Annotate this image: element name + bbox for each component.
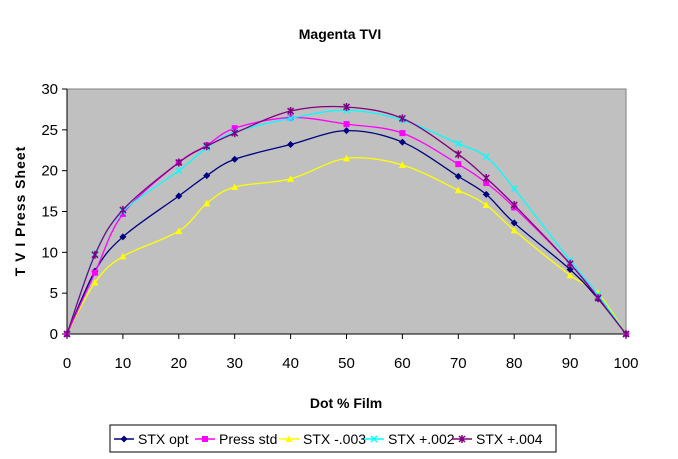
data-point: [398, 161, 406, 168]
data-point: [342, 102, 351, 111]
legend-item: STX +.002: [364, 431, 455, 447]
x-tick-label: 50: [338, 355, 355, 372]
legend-item: STX +.004: [452, 431, 543, 447]
data-point: [231, 155, 239, 163]
data-point: [231, 129, 239, 138]
y-tick-label: 15: [41, 204, 58, 221]
legend-marker: [202, 436, 208, 442]
data-point: [119, 205, 127, 214]
data-point: [566, 265, 574, 273]
data-point: [454, 186, 462, 194]
legend-label: STX +.002: [388, 431, 455, 447]
y-axis-label: T V I Press Sheet: [12, 146, 28, 277]
data-point: [287, 175, 295, 182]
y-tick-label: 0: [50, 326, 58, 343]
x-tick-label: 90: [562, 355, 579, 372]
legend-marker: [458, 435, 466, 443]
x-tick-label: 80: [506, 355, 523, 372]
y-tick-label: 30: [41, 81, 58, 98]
y-tick-label: 25: [41, 122, 58, 139]
legend-item: STX -.003: [279, 431, 366, 447]
data-point: [622, 330, 630, 338]
x-tick-label: 30: [226, 355, 243, 372]
data-point: [482, 201, 490, 208]
data-point: [483, 179, 490, 186]
data-point: [454, 172, 462, 180]
data-point: [482, 153, 490, 161]
legend-item: STX opt: [114, 431, 189, 447]
legend-label: STX +.004: [476, 431, 543, 447]
data-point: [203, 142, 211, 151]
data-point: [343, 121, 350, 128]
data-point: [454, 140, 462, 148]
data-point: [119, 252, 127, 260]
data-point: [455, 161, 462, 168]
data-point: [119, 210, 126, 217]
data-point: [454, 150, 462, 159]
legend-label: STX opt: [138, 431, 189, 447]
x-tick-label: 70: [450, 355, 467, 372]
x-tick-label: 60: [394, 355, 411, 372]
y-tick-label: 20: [41, 163, 58, 180]
data-point: [203, 172, 211, 180]
data-point: [594, 294, 602, 303]
axes: 0 5 10 15 20 25 30 0 10 20 30 40 50 60 70 80 90 100: [41, 81, 638, 372]
data-point: [399, 130, 406, 137]
data-point: [63, 330, 71, 338]
y-tick-label: 10: [41, 244, 58, 261]
series-layer: [63, 102, 630, 338]
data-point: [566, 271, 574, 279]
data-point: [287, 141, 295, 149]
legend-item: Press std: [195, 431, 277, 447]
legend-box: [109, 424, 557, 453]
data-point: [231, 125, 238, 132]
data-point: [175, 158, 183, 167]
data-point: [287, 114, 295, 122]
data-point: [175, 167, 183, 175]
legend-marker: [120, 435, 128, 443]
x-tick-label: 100: [613, 355, 638, 372]
x-tick-label: 10: [115, 355, 132, 372]
legend: STX opt Press std STX -.003 STX +.002 STX +.…: [114, 431, 543, 447]
data-point: [510, 185, 518, 193]
data-point: [91, 269, 98, 276]
data-point: [398, 114, 406, 123]
chart-title: Magenta TVI: [299, 26, 381, 42]
x-tick-label: 40: [282, 355, 299, 372]
data-point: [203, 199, 211, 207]
data-point: [287, 107, 295, 116]
data-point: [343, 154, 350, 162]
data-point: [510, 226, 518, 234]
data-point: [91, 250, 99, 259]
data-point: [510, 200, 518, 209]
data-point: [510, 219, 518, 227]
data-point: [175, 227, 183, 235]
data-point: [91, 279, 99, 286]
legend-marker: [370, 435, 378, 443]
data-point: [343, 127, 350, 135]
y-tick-label: 5: [50, 285, 58, 302]
legend-label: Press std: [219, 431, 277, 447]
series-stx-004: [63, 102, 630, 338]
data-point: [566, 259, 574, 268]
data-point: [398, 138, 406, 146]
data-point: [482, 190, 490, 198]
data-point: [119, 233, 127, 241]
data-point: [175, 192, 183, 200]
legend-label: STX -.003: [303, 431, 366, 447]
x-tick-label: 0: [63, 355, 71, 372]
data-point: [482, 174, 490, 183]
x-tick-label: 20: [170, 355, 187, 372]
x-axis-label: Dot % Film: [310, 395, 382, 411]
data-point: [231, 183, 239, 190]
legend-marker: [285, 435, 293, 442]
